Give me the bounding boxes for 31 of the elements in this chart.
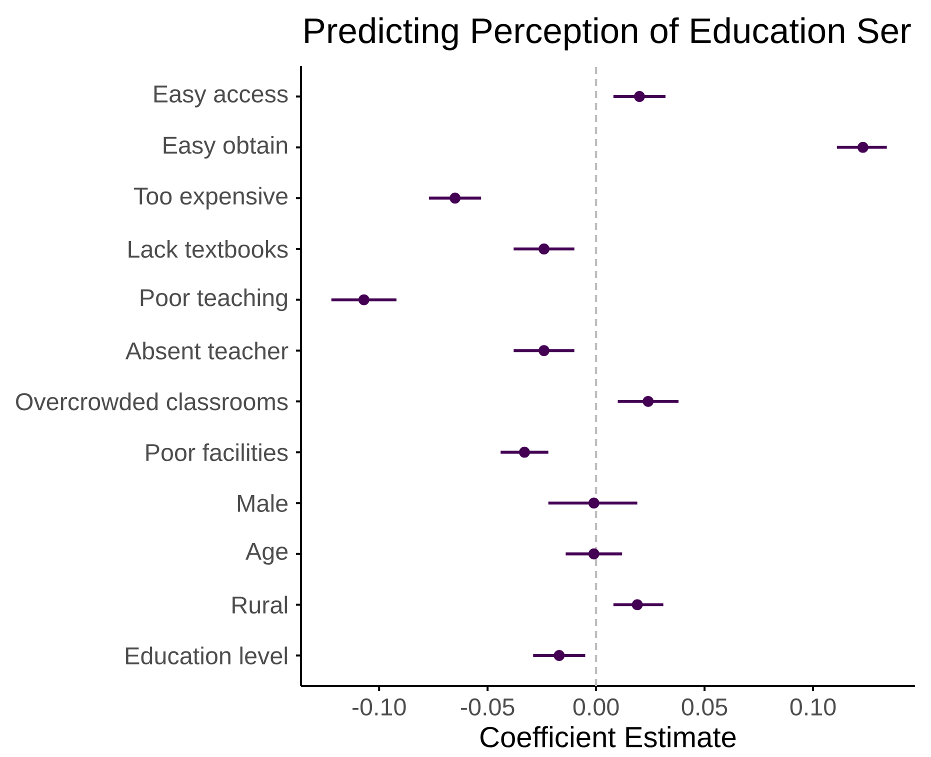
point xyxy=(642,396,654,407)
x-axis-title: Coefficient Estimate xyxy=(480,726,736,748)
y-tick-label: Male xyxy=(238,494,288,512)
point xyxy=(538,243,550,254)
y-tick-label: Education level xyxy=(126,646,287,664)
y-tick-label: Age xyxy=(245,543,288,565)
y-tick-label: Easy access xyxy=(154,86,288,108)
y-tick-label: Poor teaching xyxy=(140,288,288,312)
y-tick-label: Easy obtain xyxy=(164,136,288,159)
point xyxy=(588,548,600,560)
y-tick-label: Too expensive xyxy=(134,186,288,210)
x-tick-label: 0.05 xyxy=(682,698,728,716)
point xyxy=(358,294,370,306)
x-tick-label: 0.10 xyxy=(790,698,836,716)
x-tick-label: 0.00 xyxy=(573,698,619,716)
x-tick-label: -0.10 xyxy=(352,698,406,716)
y-tick-label: Overcrowded classrooms xyxy=(16,392,288,410)
point xyxy=(634,91,645,102)
y-tick-label: Poor facilities xyxy=(146,443,288,462)
chart-title: Predicting Perception of Education Ser xyxy=(305,17,911,50)
point xyxy=(450,192,461,204)
point xyxy=(519,446,530,458)
point xyxy=(857,142,868,153)
point xyxy=(588,498,600,509)
point xyxy=(632,599,643,610)
point xyxy=(554,650,565,661)
point xyxy=(538,345,550,356)
y-tick-label: Lack textbooks xyxy=(128,240,288,258)
y-tick-label: Absent teacher xyxy=(125,342,288,360)
x-tick-label: -0.05 xyxy=(461,698,514,716)
y-tick-label: Rural xyxy=(232,596,287,614)
